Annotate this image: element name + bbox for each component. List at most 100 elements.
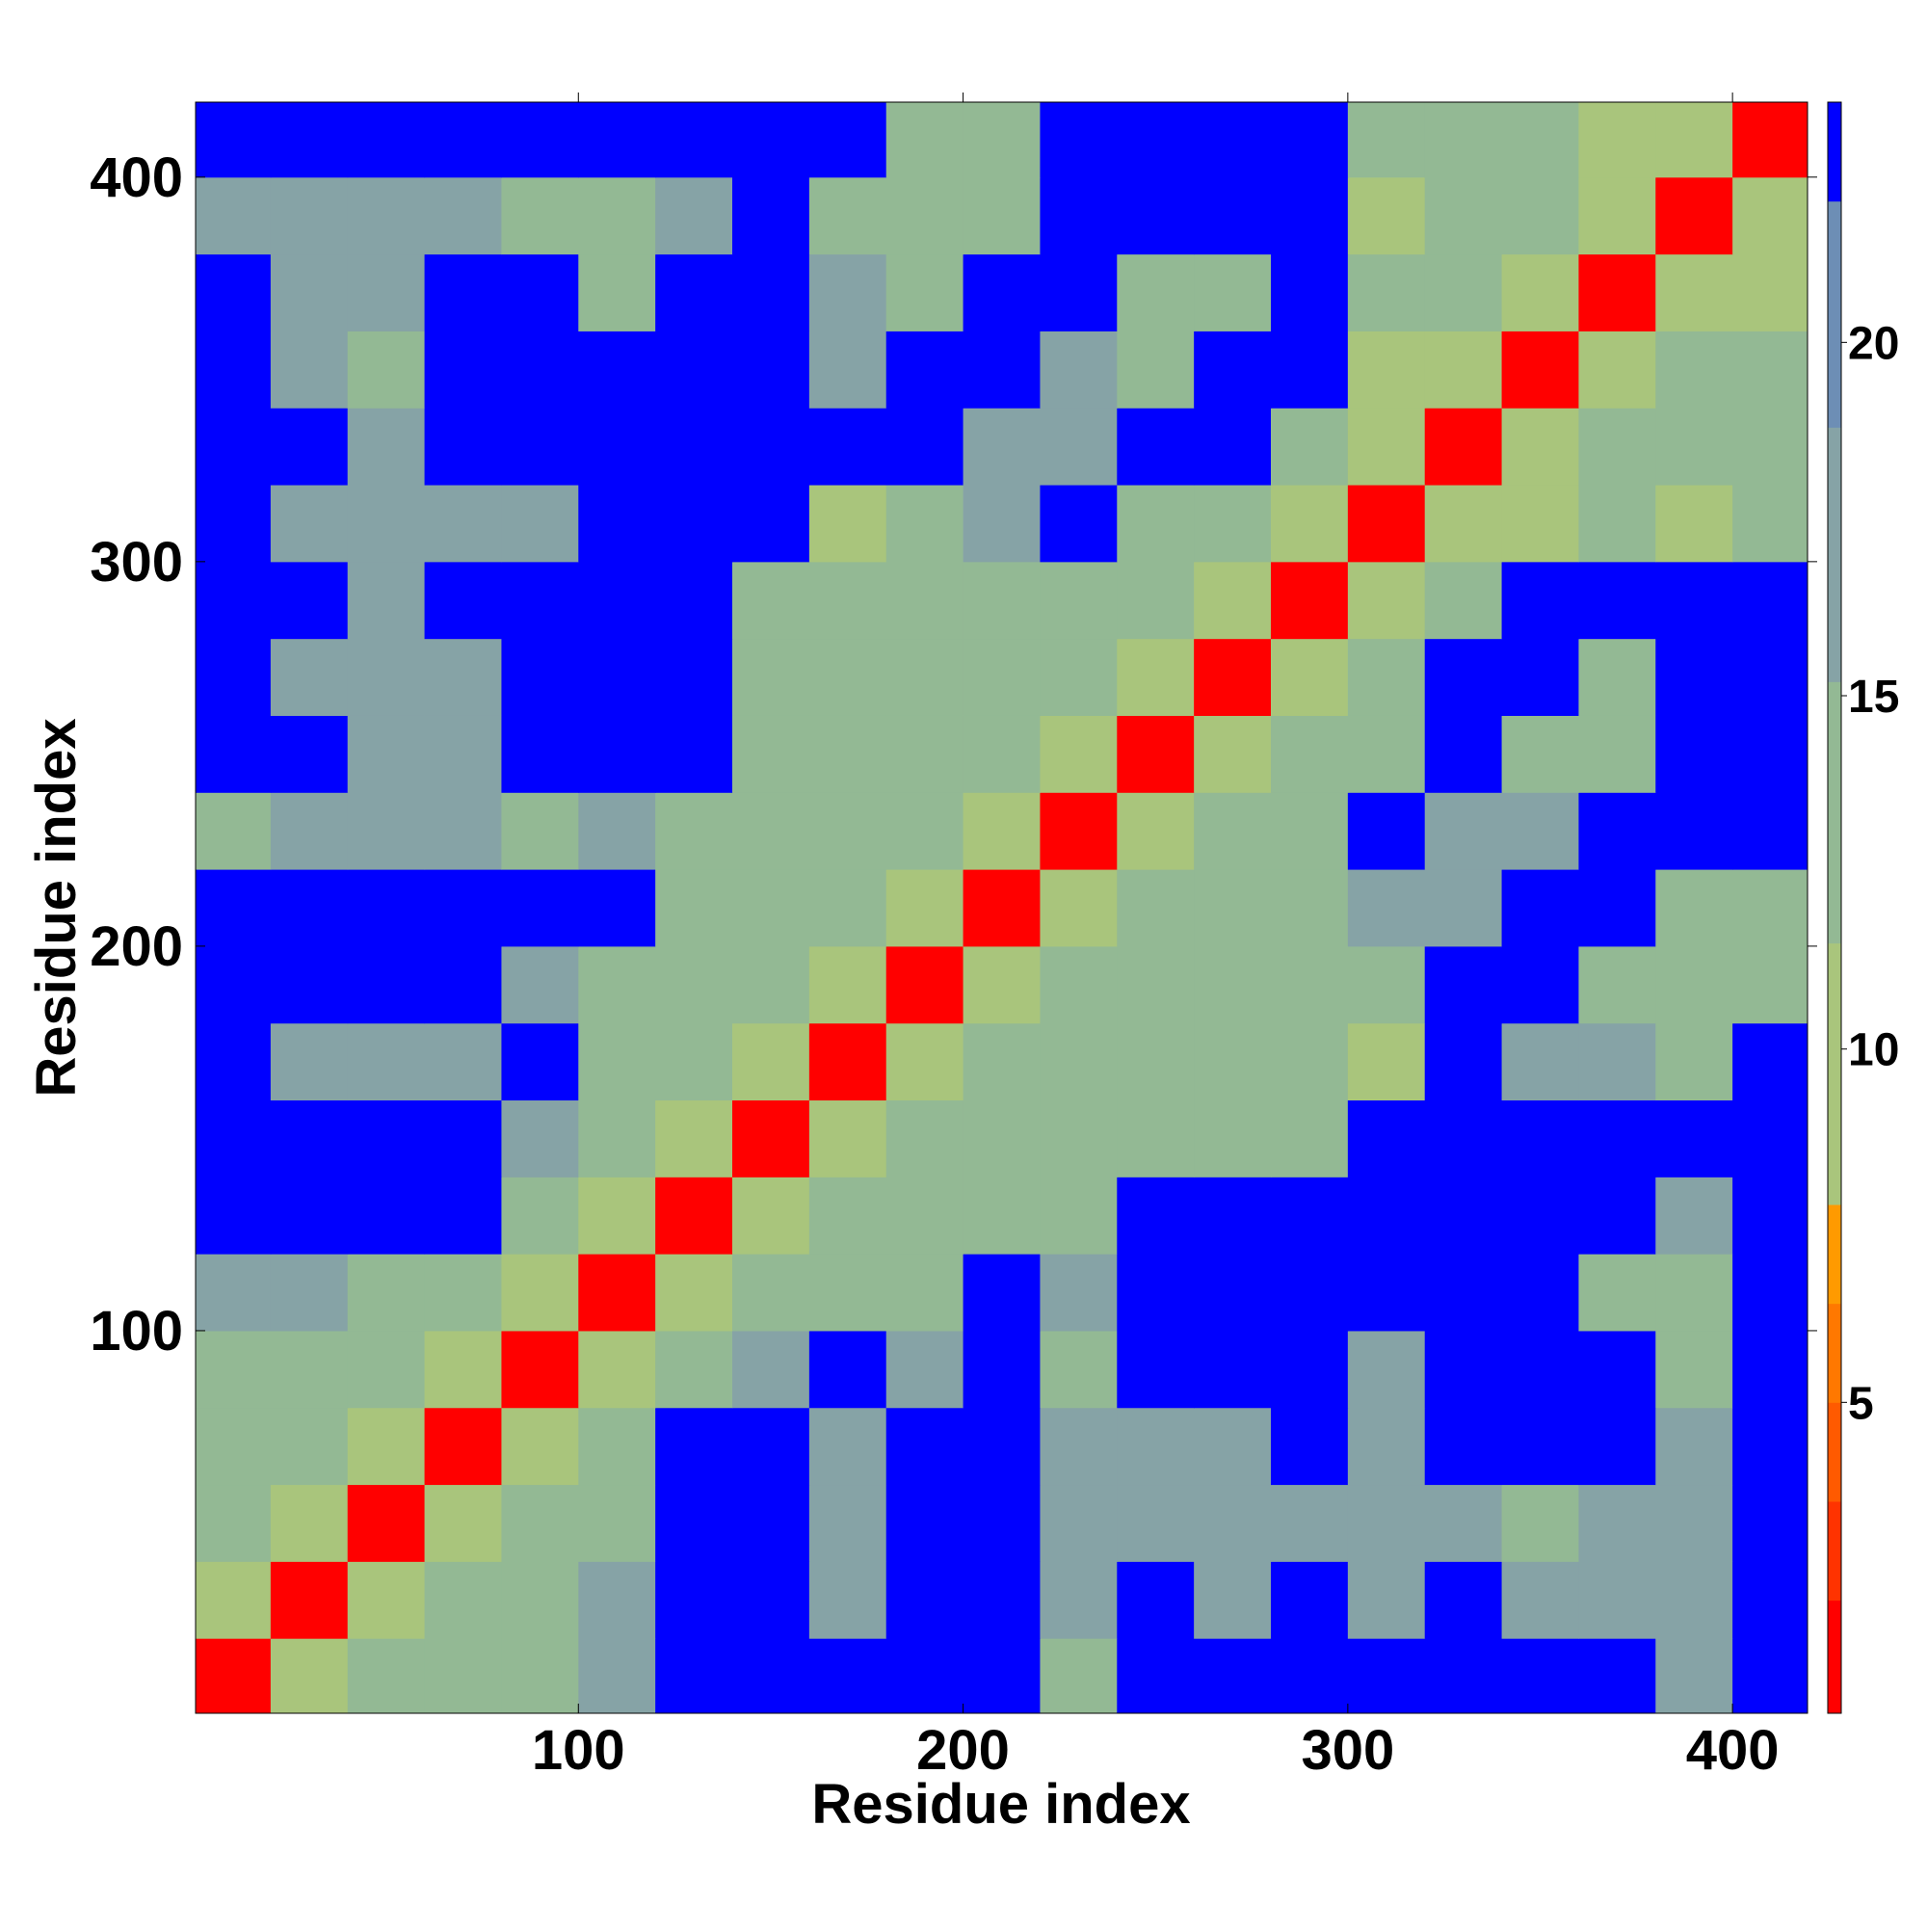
- heatmap-cell: [501, 1022, 579, 1101]
- heatmap-cell: [501, 1561, 579, 1639]
- heatmap-cell: [424, 408, 502, 486]
- heatmap-cell: [347, 1022, 426, 1101]
- heatmap-cell: [1270, 1638, 1349, 1713]
- heatmap-cell: [1117, 1561, 1195, 1639]
- heatmap-cell: [1347, 1330, 1426, 1409]
- heatmap-cell: [347, 1177, 426, 1255]
- heatmap-cell: [963, 1177, 1041, 1255]
- heatmap-cell: [347, 253, 426, 331]
- heatmap-cell: [1040, 945, 1118, 1024]
- heatmap-cell: [347, 331, 426, 409]
- heatmap-cell: [1270, 1330, 1349, 1409]
- heatmap-cell: [1194, 253, 1272, 331]
- heatmap-cell: [808, 792, 887, 870]
- heatmap-cell: [1347, 638, 1426, 716]
- heatmap-cell: [270, 176, 349, 255]
- heatmap-cell: [1270, 792, 1349, 870]
- heatmap-cell: [1117, 1099, 1195, 1178]
- heatmap-cell: [885, 561, 964, 640]
- heatmap-cell: [424, 715, 502, 793]
- heatmap-cell: [1732, 945, 1808, 1024]
- heatmap-cell: [196, 792, 272, 870]
- heatmap-cell: [270, 869, 349, 947]
- heatmap-cell: [1424, 1407, 1503, 1486]
- heatmap-cell: [501, 1484, 579, 1562]
- heatmap-cell: [1270, 1254, 1349, 1332]
- heatmap-cell: [885, 715, 964, 793]
- heatmap-cell: [1578, 1099, 1656, 1178]
- heatmap-cell: [501, 715, 579, 793]
- heatmap-cell: [1040, 331, 1118, 409]
- heatmap-cell: [732, 869, 810, 947]
- heatmap-cell: [808, 485, 887, 563]
- heatmap-cell: [1501, 331, 1579, 409]
- heatmap-cell: [270, 561, 349, 640]
- heatmap-cell: [732, 1330, 810, 1409]
- heatmap-cell: [808, 1407, 887, 1486]
- heatmap-cell: [732, 331, 810, 409]
- heatmap-cell: [196, 331, 272, 409]
- heatmap-cell: [578, 408, 656, 486]
- heatmap-cell: [1732, 1330, 1808, 1409]
- heatmap-cell: [1732, 1099, 1808, 1178]
- heatmap-cell: [655, 1407, 733, 1486]
- heatmap-cell: [732, 1022, 810, 1101]
- heatmap-cell: [1655, 638, 1733, 716]
- heatmap-cell: [1655, 715, 1733, 793]
- heatmap-cell: [270, 331, 349, 409]
- heatmap-cell: [1347, 1484, 1426, 1562]
- heatmap-cell: [655, 1484, 733, 1562]
- heatmap-cell: [1501, 176, 1579, 255]
- heatmap-cell: [1347, 869, 1426, 947]
- heatmap-cell: [885, 1330, 964, 1409]
- heatmap-cell: [1578, 1254, 1656, 1332]
- heatmap-cell: [1578, 561, 1656, 640]
- heatmap-cell: [347, 945, 426, 1024]
- heatmap-cell: [885, 638, 964, 716]
- heatmap-cell: [1501, 561, 1579, 640]
- heatmap-cell: [1040, 253, 1118, 331]
- heatmap-cell: [1117, 1638, 1195, 1713]
- x-tick-label: 100: [532, 1719, 625, 1782]
- heatmap-cell: [732, 1099, 810, 1178]
- heatmap-cell: [732, 1177, 810, 1255]
- heatmap-cell: [808, 1022, 887, 1101]
- heatmap-cell: [1040, 1330, 1118, 1409]
- heatmap-cell: [578, 638, 656, 716]
- heatmap-cell: [1270, 715, 1349, 793]
- heatmap-cell: [347, 1561, 426, 1639]
- heatmap-cell: [963, 176, 1041, 255]
- heatmap-cell: [1578, 408, 1656, 486]
- colorbar-band: [1828, 1402, 1841, 1502]
- heatmap-cell: [1117, 792, 1195, 870]
- y-axis-label: Residue index: [25, 718, 88, 1097]
- colorbar-band: [1828, 942, 1841, 1205]
- heatmap-cell: [1270, 408, 1349, 486]
- heatmap-cell: [885, 1407, 964, 1486]
- heatmap-cell: [1655, 1254, 1733, 1332]
- heatmap-cell: [196, 176, 272, 255]
- heatmap-cell: [1347, 1099, 1426, 1178]
- heatmap-cell: [1424, 253, 1503, 331]
- heatmap-cell: [578, 945, 656, 1024]
- heatmap-cell: [808, 176, 887, 255]
- heatmap-cell: [1655, 1484, 1733, 1562]
- heatmap-cell: [347, 1254, 426, 1332]
- heatmap-cell: [196, 715, 272, 793]
- heatmap-cell: [1501, 1561, 1579, 1639]
- heatmap-cell: [1040, 869, 1118, 947]
- heatmap-cell: [1732, 102, 1808, 178]
- heatmap-cell: [196, 253, 272, 331]
- heatmap-cell: [347, 485, 426, 563]
- heatmap-cell: [1655, 176, 1733, 255]
- heatmap-cell: [424, 1330, 502, 1409]
- heatmap-cell: [885, 408, 964, 486]
- heatmap-cell: [1040, 1022, 1118, 1101]
- heatmap-cell: [1501, 869, 1579, 947]
- heatmap-cell: [424, 1638, 502, 1713]
- heatmap-cell: [424, 176, 502, 255]
- heatmap-cell: [963, 331, 1041, 409]
- heatmap-cell: [578, 1330, 656, 1409]
- heatmap-cell: [1655, 1638, 1733, 1713]
